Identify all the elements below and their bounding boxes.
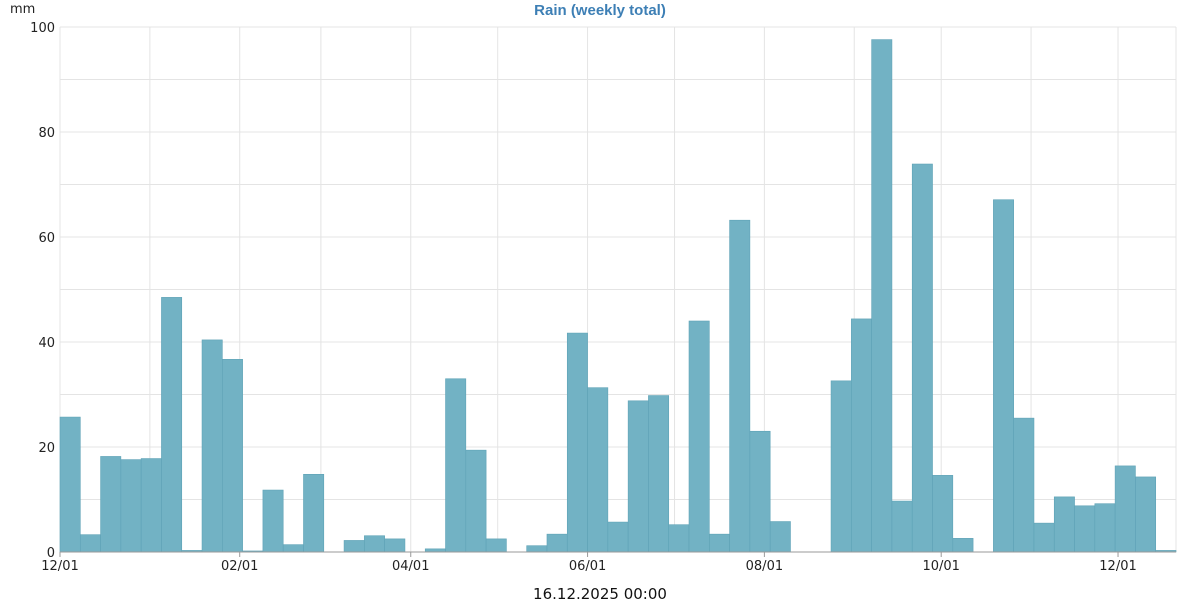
- bar: [932, 475, 954, 553]
- bar: [1033, 522, 1055, 553]
- bar: [140, 458, 162, 553]
- bar: [343, 540, 365, 553]
- bar: [485, 538, 507, 553]
- bar: [688, 320, 710, 553]
- bar: [668, 524, 690, 553]
- bar: [607, 521, 629, 553]
- bar: [709, 533, 730, 553]
- bar: [1114, 465, 1136, 553]
- bar-series: [59, 39, 1177, 553]
- bar: [769, 521, 791, 553]
- bar: [1094, 503, 1116, 553]
- bar: [384, 538, 406, 553]
- x-tick-label: 04/01: [392, 559, 429, 574]
- bar: [222, 359, 243, 553]
- bar: [526, 545, 548, 553]
- x-tick-label: 02/01: [221, 559, 258, 574]
- bar: [851, 318, 872, 553]
- x-tick-label: 12/01: [1099, 559, 1136, 574]
- y-tick-label: 20: [38, 441, 55, 456]
- bar: [749, 430, 771, 553]
- bar: [993, 199, 1014, 553]
- bar: [120, 459, 142, 553]
- bar: [891, 500, 913, 553]
- bar: [59, 416, 81, 553]
- bar: [445, 378, 467, 553]
- bar: [303, 473, 325, 553]
- footer-timestamp: 16.12.2025 00:00: [533, 585, 667, 600]
- x-tick-labels: 12/01 02/01 04/01 06/01 08/01 10/01 12/01: [41, 552, 1137, 574]
- bar: [952, 538, 974, 553]
- bar: [1013, 417, 1035, 553]
- bar: [100, 456, 122, 553]
- y-gridlines: [60, 26, 1176, 553]
- bar: [830, 380, 852, 553]
- bar: [871, 39, 893, 553]
- y-tick-label: 100: [30, 21, 55, 36]
- bar: [161, 297, 183, 553]
- bar: [566, 332, 588, 553]
- bar: [546, 533, 568, 553]
- bar: [627, 400, 649, 553]
- x-tick-label: 06/01: [569, 559, 606, 574]
- x-tick-label: 08/01: [746, 559, 783, 574]
- bar: [465, 449, 487, 553]
- y-tick-label: 80: [38, 126, 55, 141]
- bar: [911, 163, 933, 553]
- bar: [1135, 476, 1157, 553]
- x-tick-label: 12/01: [41, 559, 78, 574]
- chart-title: Rain (weekly total): [534, 2, 666, 19]
- x-tick-label: 10/01: [922, 559, 959, 574]
- bar: [1053, 496, 1075, 553]
- bar: [262, 489, 284, 553]
- bar: [201, 339, 223, 553]
- bar: [79, 534, 101, 553]
- y-tick-label: 0: [47, 546, 55, 561]
- bar: [1074, 505, 1096, 553]
- bar: [729, 219, 751, 553]
- y-tick-label: 40: [38, 336, 55, 351]
- bar: [282, 544, 304, 553]
- y-axis-unit: mm: [10, 2, 35, 17]
- bar: [364, 535, 385, 553]
- y-tick-label: 60: [38, 231, 55, 246]
- bar: [587, 387, 609, 553]
- y-tick-labels: 0 20 40 60 80 100: [30, 21, 55, 561]
- bar: [648, 395, 670, 553]
